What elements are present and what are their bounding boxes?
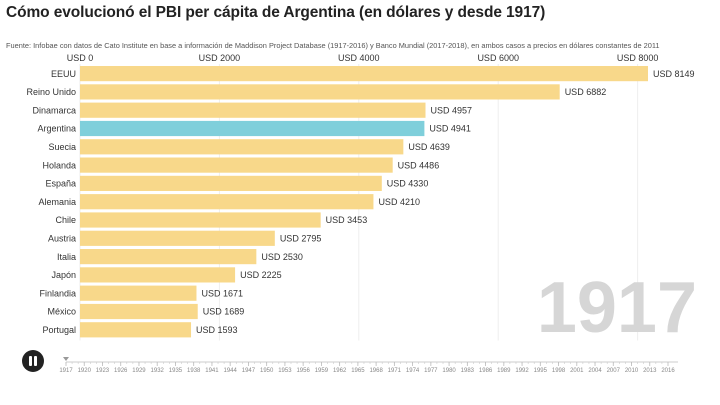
x-tick-label: USD 2000 xyxy=(199,53,241,63)
timeline-year-label[interactable]: 1938 xyxy=(187,368,201,374)
value-label: USD 1689 xyxy=(203,307,245,317)
x-tick-label: USD 6000 xyxy=(477,53,519,63)
bar-finlandia xyxy=(80,285,197,301)
bar-italia xyxy=(80,249,257,265)
value-label: USD 1671 xyxy=(201,288,243,298)
timeline-year-label[interactable]: 1971 xyxy=(388,368,402,374)
pause-button[interactable] xyxy=(22,350,44,372)
x-axis-ticks: USD 0 USD 2000 USD 4000 USD 6000 USD 8000 xyxy=(67,53,659,63)
bar-japón xyxy=(80,267,236,283)
timeline-year-label[interactable]: 1947 xyxy=(242,368,256,374)
value-label: USD 4941 xyxy=(429,124,471,134)
bar-portugal xyxy=(80,322,192,338)
timeline-year-label[interactable]: 1998 xyxy=(552,368,566,374)
timeline-year-label[interactable]: 1980 xyxy=(442,368,456,374)
timeline-year-label[interactable]: 1995 xyxy=(534,368,548,374)
timeline-year-label[interactable]: 1950 xyxy=(260,368,274,374)
value-label: USD 6882 xyxy=(565,87,607,97)
bar-méxico xyxy=(80,303,198,320)
timeline-year-label[interactable]: 1926 xyxy=(114,368,128,374)
timeline-year-label[interactable]: 2007 xyxy=(607,368,621,374)
chart-source-note: Fuente: Infobae con datos de Cato Instit… xyxy=(6,41,660,50)
bar-reino-unido xyxy=(80,84,560,100)
timeline-year-label[interactable]: 1941 xyxy=(205,368,219,374)
timeline-year-label[interactable]: 1983 xyxy=(461,368,475,374)
bar-holanda xyxy=(80,157,393,173)
timeline-year-label[interactable]: 1932 xyxy=(151,368,165,374)
timeline-year-label[interactable]: 2001 xyxy=(570,368,584,374)
value-label: USD 3453 xyxy=(326,215,368,225)
bar-españa xyxy=(80,175,382,191)
category-label: Reino Unido xyxy=(26,87,76,97)
category-label: Alemania xyxy=(38,197,76,207)
timeline-year-label[interactable]: 1992 xyxy=(515,368,529,374)
category-label: México xyxy=(47,307,76,317)
bar-chile xyxy=(80,212,321,228)
bar-austria xyxy=(80,230,275,246)
value-label: USD 4330 xyxy=(387,179,429,189)
timeline-year-label[interactable]: 2010 xyxy=(625,368,639,374)
timeline-year-label[interactable]: 1956 xyxy=(296,368,310,374)
timeline-handle[interactable] xyxy=(63,357,69,361)
timeline-year-label[interactable]: 1935 xyxy=(169,368,183,374)
value-label: USD 4210 xyxy=(378,197,420,207)
category-label: Chile xyxy=(55,215,76,225)
timeline-year-label[interactable]: 1986 xyxy=(479,368,493,374)
category-label: EEUU xyxy=(51,69,76,79)
x-tick-label: USD 0 xyxy=(67,53,94,63)
category-label: Austria xyxy=(48,234,76,244)
bar-dinamarca xyxy=(80,102,426,118)
timeline-year-label[interactable]: 1929 xyxy=(132,368,146,374)
value-label: USD 2225 xyxy=(240,270,282,280)
timeline-year-label[interactable]: 1968 xyxy=(369,368,383,374)
value-label: USD 2530 xyxy=(261,252,303,262)
timeline-year-label[interactable]: 1959 xyxy=(315,368,329,374)
category-label: España xyxy=(45,179,76,189)
bar-suecia xyxy=(80,139,404,155)
value-label: USD 8149 xyxy=(653,69,695,79)
current-year-label: 1917 xyxy=(537,268,697,348)
category-label: Dinamarca xyxy=(32,105,76,115)
category-label: Suecia xyxy=(48,142,76,152)
bars: EEUU USD 8149 Reino Unido USD 6882 Dinamarca… xyxy=(26,66,695,338)
x-tick-label: USD 4000 xyxy=(338,53,380,63)
value-label: USD 4957 xyxy=(431,105,473,115)
timeline-year-label[interactable]: 1953 xyxy=(278,368,292,374)
category-label: Japón xyxy=(51,270,76,280)
bar-alemania xyxy=(80,194,374,210)
timeline-year-label[interactable]: 2004 xyxy=(588,368,602,374)
timeline-year-label[interactable]: 1920 xyxy=(78,368,92,374)
timeline-year-label[interactable]: 1965 xyxy=(351,368,365,374)
timeline-year-label[interactable]: 2016 xyxy=(661,368,675,374)
timeline-year-label[interactable]: 1974 xyxy=(406,368,420,374)
bar-eeuu xyxy=(80,66,648,82)
year-timeline[interactable]: 1917 1920 1923 1926 1929 1932 1935 1938 1941 1944… xyxy=(59,357,678,374)
timeline-year-label[interactable]: 1923 xyxy=(96,368,110,374)
category-label: Portugal xyxy=(42,325,76,335)
value-label: USD 2795 xyxy=(280,234,322,244)
value-label: USD 4486 xyxy=(398,160,440,170)
bar-argentina xyxy=(80,120,425,137)
category-label: Finlandia xyxy=(39,288,76,298)
x-tick-label: USD 8000 xyxy=(617,53,659,63)
pause-icon xyxy=(29,356,32,366)
pause-icon-bar xyxy=(34,356,37,366)
category-label: Holanda xyxy=(42,160,76,170)
chart-title: Cómo evolucionó el PBI per cápita de Arg… xyxy=(6,4,546,21)
timeline-year-label[interactable]: 1962 xyxy=(333,368,347,374)
category-label: Argentina xyxy=(37,124,76,134)
timeline-year-label[interactable]: 2013 xyxy=(643,368,657,374)
category-label: Italia xyxy=(57,252,76,262)
timeline-year-label[interactable]: 1944 xyxy=(224,368,238,374)
timeline-year-label[interactable]: 1977 xyxy=(424,368,438,374)
value-label: USD 1593 xyxy=(196,325,238,335)
value-label: USD 4639 xyxy=(408,142,450,152)
timeline-year-label[interactable]: 1917 xyxy=(59,368,73,374)
timeline-year-label[interactable]: 1989 xyxy=(497,368,511,374)
